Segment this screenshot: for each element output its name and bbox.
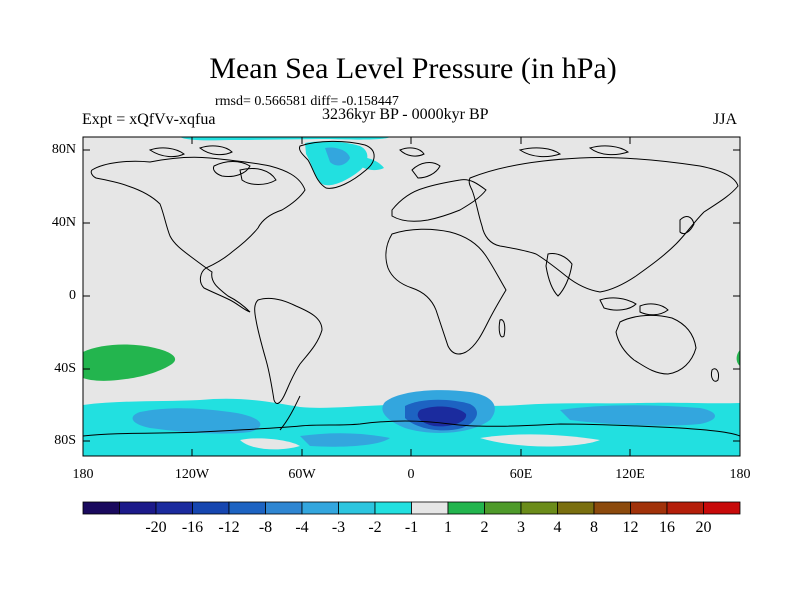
colorbar-label: -20 bbox=[145, 519, 167, 536]
lon-tick-label: 60E bbox=[509, 467, 533, 482]
colorbar-swatch bbox=[630, 501, 668, 515]
lon-tick-label: 60W bbox=[288, 467, 316, 482]
colorbar-label: -2 bbox=[368, 519, 382, 536]
chart-title: Mean Sea Level Pressure (in hPa) bbox=[209, 52, 617, 85]
colorbar-label: 2 bbox=[480, 519, 489, 536]
colorbar-label: 3 bbox=[517, 519, 525, 536]
colorbar-label: 8 bbox=[590, 519, 598, 536]
coastlines bbox=[82, 140, 741, 437]
colorbar-label: -16 bbox=[181, 519, 204, 536]
colorbar-swatch bbox=[338, 501, 376, 515]
colorbar-label: -1 bbox=[404, 519, 419, 536]
colorbar-swatch bbox=[119, 501, 157, 515]
colorbar-swatch bbox=[557, 501, 595, 515]
stats-text: rmsd= 0.566581 diff= -0.158447 bbox=[215, 94, 399, 109]
lat-tick-label: 40S bbox=[54, 361, 76, 376]
colorbar-swatch bbox=[228, 501, 266, 515]
lat-tick-label: 0 bbox=[69, 288, 76, 303]
arctic-anomaly bbox=[180, 137, 390, 186]
axis-ticks bbox=[83, 137, 740, 456]
colorbar-swatch bbox=[192, 501, 230, 515]
colorbar-label: 20 bbox=[695, 519, 712, 536]
colorbar-label: -3 bbox=[331, 519, 346, 536]
colorbar bbox=[82, 501, 741, 515]
lon-tick-label: 180 bbox=[729, 467, 751, 482]
colorbar-swatch bbox=[155, 501, 193, 515]
colorbar-swatch bbox=[484, 501, 522, 515]
colorbar-swatch bbox=[666, 501, 704, 515]
colorbar-label: 12 bbox=[622, 519, 639, 536]
lat-tick-label: 80S bbox=[54, 433, 76, 448]
colorbar-label: 4 bbox=[553, 519, 562, 536]
colorbar-label: -8 bbox=[258, 519, 273, 536]
colorbar-swatch bbox=[82, 501, 120, 515]
colorbar-label: 16 bbox=[659, 519, 675, 536]
green-anomaly bbox=[83, 344, 176, 381]
colorbar-swatch bbox=[411, 501, 449, 515]
experiment-label: Expt = xQfVv-xqfua bbox=[82, 111, 216, 128]
green-anomaly-east bbox=[736, 350, 740, 366]
lon-tick-label: 120E bbox=[615, 467, 645, 482]
colorbar-swatch bbox=[265, 501, 303, 515]
southern-anomaly bbox=[83, 390, 740, 456]
colorbar-label: 1 bbox=[444, 519, 452, 536]
colorbar-swatch bbox=[593, 501, 631, 515]
colorbar-label: -4 bbox=[295, 519, 309, 536]
colorbar-swatch bbox=[301, 501, 339, 515]
lat-tick-label: 40N bbox=[51, 215, 76, 230]
period-label: 3236kyr BP - 0000kyr BP bbox=[322, 106, 489, 123]
colorbar-label: -12 bbox=[218, 519, 240, 536]
lat-tick-label: 80N bbox=[51, 142, 76, 157]
colorbar-swatch bbox=[703, 501, 741, 515]
season-label: JJA bbox=[713, 111, 738, 128]
colorbar-swatch bbox=[447, 501, 485, 515]
lon-tick-label: 120W bbox=[174, 467, 210, 482]
lon-tick-label: 0 bbox=[407, 467, 415, 482]
colorbar-swatch bbox=[374, 501, 412, 515]
colorbar-swatch bbox=[520, 501, 558, 515]
lon-tick-label: 180 bbox=[72, 467, 94, 482]
